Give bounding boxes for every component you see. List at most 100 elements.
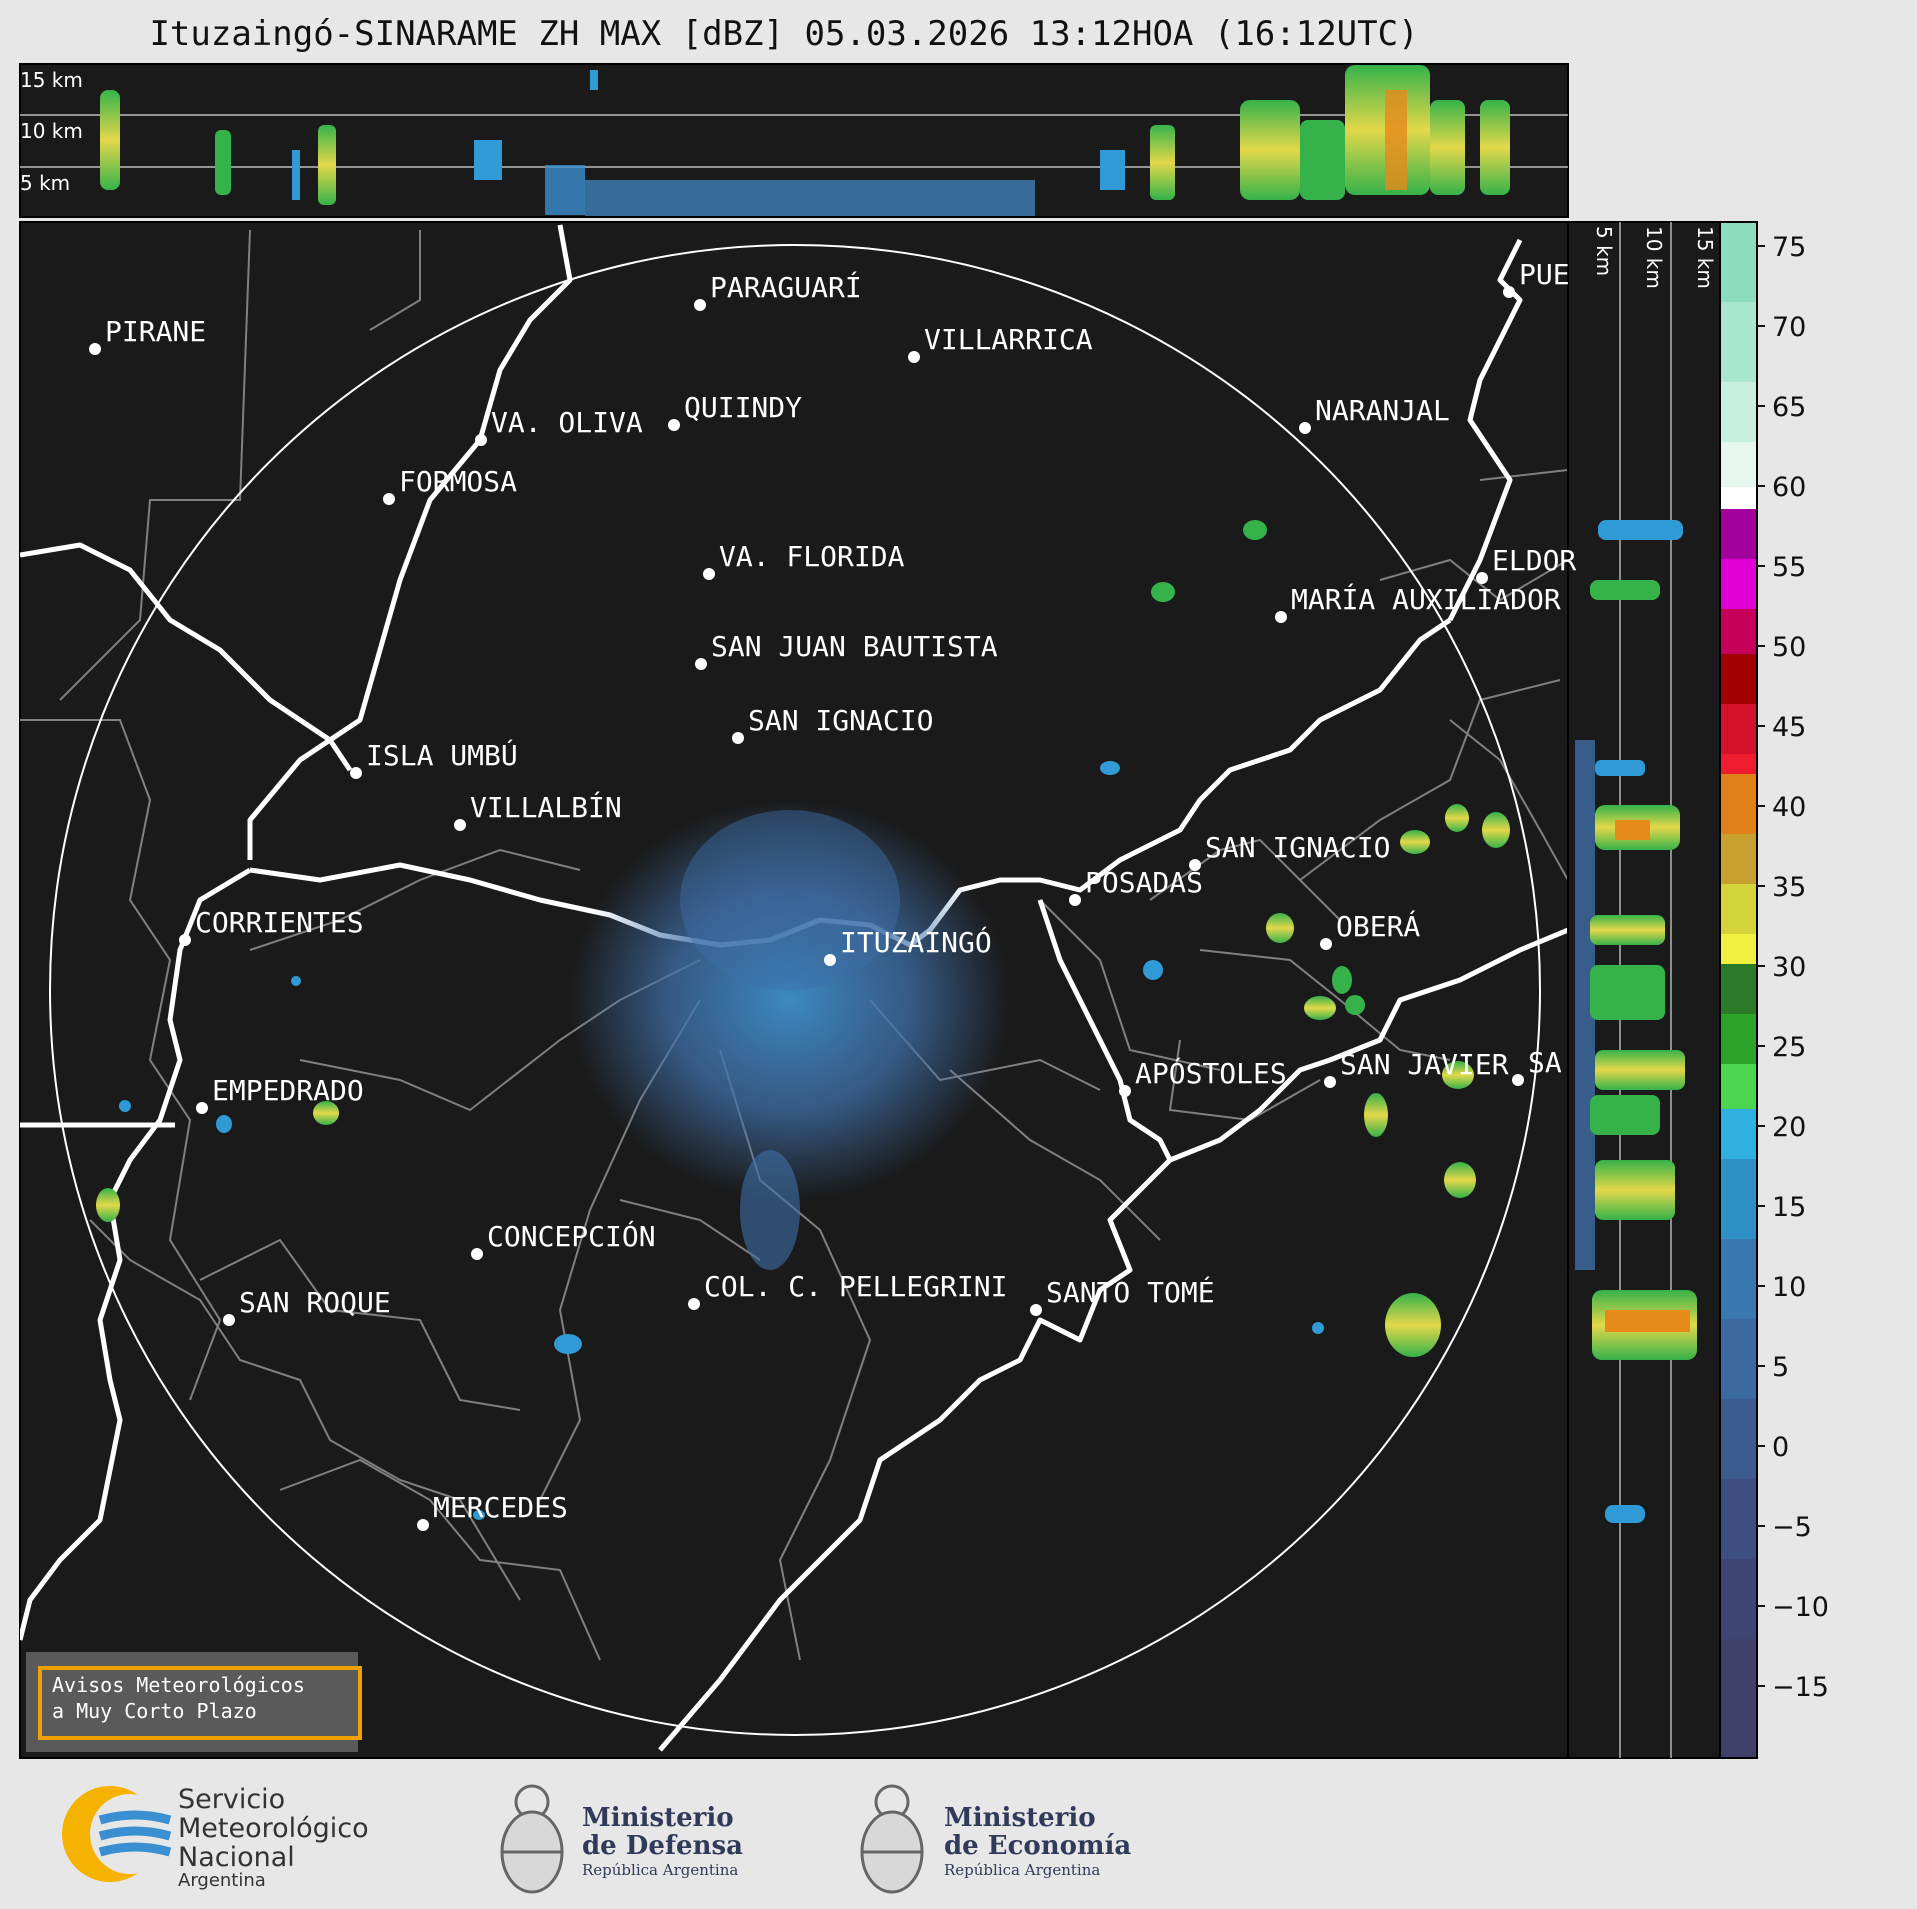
colorbar-tick-label: 40 <box>1772 792 1806 823</box>
city-marker <box>89 343 101 355</box>
side-label-5km: 5 km <box>1592 226 1616 276</box>
economia-line2: de Economía <box>944 1831 1132 1861</box>
central-clutter-echo <box>570 800 1010 1200</box>
economia-line3: República Argentina <box>944 1861 1101 1879</box>
city-label: PUE <box>1519 258 1570 291</box>
colorbar-tick-label: −5 <box>1772 1512 1812 1543</box>
city-label: VILLARRICA <box>924 323 1093 356</box>
city-label: ISLA UMBÚ <box>366 738 518 772</box>
city-label: CORRIENTES <box>195 906 364 939</box>
city-labels: PARAGUARÍ VILLARRICA PIRANE QUIINDY VA. OLIV… <box>89 258 1576 1531</box>
defensa-shield-icon <box>500 1784 564 1894</box>
defensa-line2: de Defensa <box>582 1831 743 1861</box>
economia-logo-text: Ministerio de Economía República Argenti… <box>944 1804 1131 1880</box>
colorbar-tick-label: 50 <box>1772 632 1806 663</box>
city-marker <box>471 1248 483 1260</box>
city-label: SAN JUAN BAUTISTA <box>711 630 998 663</box>
warning-box: Avisos Meteorológicos a Muy Corto Plazo <box>26 1652 362 1752</box>
city-label: SA <box>1528 1046 1562 1079</box>
city-label: CONCEPCIÓN <box>487 1219 656 1253</box>
city-marker <box>1476 572 1488 584</box>
colorbar-tick-label: 75 <box>1772 232 1806 263</box>
smn-line4: Argentina <box>178 1870 266 1891</box>
colorbar-tick-label: 0 <box>1772 1432 1789 1463</box>
top-storm-cells <box>100 65 1510 205</box>
city-marker <box>695 658 707 670</box>
smn-line2: Meteorológico <box>178 1813 369 1844</box>
colorbar-tick-label: 60 <box>1772 472 1806 503</box>
defensa-line1: Ministerio <box>582 1803 734 1833</box>
city-marker <box>1512 1074 1524 1086</box>
side-storm-cells <box>1575 520 1697 1523</box>
side-label-10km: 10 km <box>1642 226 1666 289</box>
top-label-10km: 10 km <box>20 119 83 143</box>
city-marker <box>417 1519 429 1531</box>
economia-shield-icon <box>860 1784 924 1894</box>
city-label: VA. FLORIDA <box>719 540 905 573</box>
city-label: PIRANE <box>105 315 206 348</box>
city-label: EMPEDRADO <box>212 1074 364 1107</box>
city-label: VILLALBÍN <box>470 790 622 824</box>
city-marker <box>908 351 920 363</box>
city-label: MERCEDES <box>433 1491 568 1524</box>
city-label: COL. C. PELLEGRINI <box>704 1270 1007 1303</box>
city-label: ITUZAINGÓ <box>840 925 992 959</box>
colorbar-tick-label: 65 <box>1772 392 1806 423</box>
defensa-line3: República Argentina <box>582 1861 739 1879</box>
colorbar-tick-label: 25 <box>1772 1032 1806 1063</box>
radar-figure: 15 km 10 km 5 km <box>19 63 1829 1759</box>
city-label: SANTO TOMÉ <box>1046 1275 1215 1309</box>
smn-line3: Nacional <box>178 1842 295 1873</box>
warning-label[interactable]: Avisos Meteorológicos a Muy Corto Plazo <box>38 1666 362 1740</box>
city-marker <box>179 934 191 946</box>
city-marker <box>1189 859 1201 871</box>
colorbar-tick-label: 35 <box>1772 872 1806 903</box>
city-label: SAN IGNACIO <box>748 704 933 737</box>
side-label-15km: 15 km <box>1693 226 1717 289</box>
city-label: MARÍA AUXILIADOR <box>1291 582 1561 616</box>
city-label: VA. OLIVA <box>491 406 643 439</box>
map-title: Ituzaingó-SINARAME ZH MAX [dBZ] 05.03.20… <box>149 14 1419 54</box>
city-marker <box>1030 1304 1042 1316</box>
city-label: OBERÁ <box>1336 909 1420 943</box>
city-marker <box>1119 1085 1131 1097</box>
warning-line1: Avisos Meteorológicos <box>52 1673 305 1697</box>
economia-line1: Ministerio <box>944 1803 1096 1833</box>
city-marker <box>703 568 715 580</box>
city-marker <box>454 819 466 831</box>
top-label-5km: 5 km <box>20 171 70 195</box>
colorbar-tick-label: −15 <box>1772 1672 1829 1703</box>
colorbar-tick-label: 45 <box>1772 712 1806 743</box>
colorbar-tick-label: 10 <box>1772 1272 1806 1303</box>
colorbar-tick-label: 20 <box>1772 1112 1806 1143</box>
city-marker <box>1069 894 1081 906</box>
city-label: APÓSTOLES <box>1135 1056 1287 1090</box>
side-height-profile: 5 km 10 km 15 km <box>1567 221 1721 1759</box>
city-marker <box>196 1102 208 1114</box>
city-label: FORMOSA <box>399 465 517 498</box>
city-label: PARAGUARÍ <box>710 270 862 304</box>
city-label: ELDOR <box>1492 544 1576 577</box>
city-marker <box>1324 1076 1336 1088</box>
city-marker <box>223 1314 235 1326</box>
city-marker <box>1275 611 1287 623</box>
colorbar-tick-label: 70 <box>1772 312 1806 343</box>
colorbar-tick-label: 5 <box>1772 1352 1789 1383</box>
city-label: SAN IGNACIO <box>1205 831 1390 864</box>
warning-line2: a Muy Corto Plazo <box>52 1699 257 1723</box>
city-marker <box>350 767 362 779</box>
city-marker <box>1320 938 1332 950</box>
city-label: SAN JAVIER <box>1340 1048 1509 1081</box>
department-boundaries <box>20 229 1568 1661</box>
defensa-logo-text: Ministerio de Defensa República Argentin… <box>582 1804 743 1880</box>
city-marker <box>694 299 706 311</box>
city-marker <box>668 419 680 431</box>
city-marker <box>688 1298 700 1310</box>
city-marker <box>824 954 836 966</box>
city-marker <box>475 434 487 446</box>
smn-line1: Servicio <box>178 1784 286 1815</box>
colorbar-tick-label: 55 <box>1772 552 1806 583</box>
city-marker <box>1299 422 1311 434</box>
city-marker <box>732 732 744 744</box>
